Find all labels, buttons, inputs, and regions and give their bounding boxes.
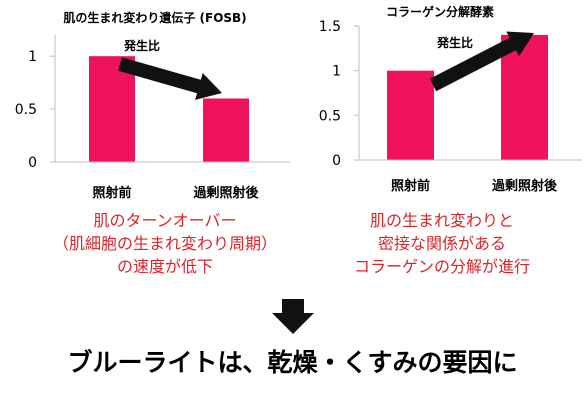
- y-tick-label: 1: [332, 64, 341, 80]
- y-tick-label: 0: [28, 155, 37, 171]
- caption-line: の速度が低下: [116, 257, 213, 276]
- down-arrow-icon: [272, 299, 314, 334]
- ratio-label: 発生比: [123, 38, 160, 53]
- bar: [387, 70, 434, 160]
- y-tick-label: 1: [28, 49, 37, 65]
- x-category-label: 過剰照射後: [192, 185, 259, 201]
- x-category-label: 照射前: [92, 185, 131, 201]
- conclusion-text: ブルーライトは、乾燥・くすみの要因に: [67, 348, 518, 377]
- caption-line: コラーゲンの分解が進行: [353, 257, 530, 276]
- y-tick-label: 0.5: [319, 108, 341, 124]
- caption-line: （肌細胞の生まれ変わり周期）: [52, 234, 277, 253]
- collagenase-chart: コラーゲン分解酵素 0 0.5 1 1.5 照射前 過剰照射後 発生比: [319, 4, 582, 194]
- x-category-label: 照射前: [391, 178, 430, 194]
- collagen-caption: 肌の生まれ変わりと 密接な関係がある コラーゲンの分解が進行: [322, 209, 562, 278]
- caption-line: 肌の生まれ変わりと: [369, 211, 514, 230]
- x-category-label: 過剰照射後: [491, 178, 558, 194]
- bar: [501, 34, 548, 160]
- y-tick-label: 0: [332, 153, 341, 169]
- trend-arrow-icon: [429, 31, 534, 92]
- chart-title: 肌の生まれ変わり遺伝子 (FOSB): [62, 10, 246, 25]
- turnover-caption: 肌のターンオーバー （肌細胞の生まれ変わり周期） の速度が低下: [40, 209, 290, 278]
- y-tick-label: 1.5: [319, 19, 341, 35]
- trend-arrow-icon: [118, 57, 222, 100]
- fosb-chart: 肌の生まれ変わり遺伝子 (FOSB) 0 0.5 1 照射前 過剰照射後 発生比: [15, 10, 290, 201]
- bar: [89, 56, 135, 162]
- caption-line: 肌のターンオーバー: [93, 211, 237, 230]
- ratio-label: 発生比: [436, 35, 473, 50]
- y-tick-label: 0.5: [15, 102, 37, 118]
- bar: [203, 98, 249, 162]
- chart-title: コラーゲン分解酵素: [386, 4, 494, 19]
- caption-line: 密接な関係がある: [377, 234, 506, 253]
